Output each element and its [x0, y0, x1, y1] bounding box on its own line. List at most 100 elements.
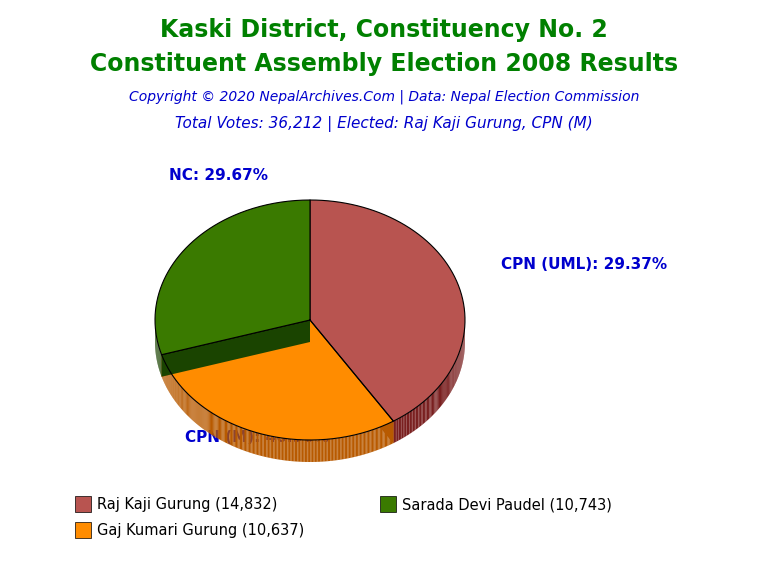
- Polygon shape: [305, 440, 306, 462]
- Polygon shape: [337, 438, 339, 460]
- Polygon shape: [287, 439, 289, 461]
- Polygon shape: [219, 417, 220, 439]
- Polygon shape: [242, 428, 243, 450]
- Polygon shape: [280, 438, 282, 460]
- Polygon shape: [187, 393, 188, 416]
- Text: Sarada Devi Paudel (10,743): Sarada Devi Paudel (10,743): [402, 498, 612, 513]
- Polygon shape: [412, 409, 414, 432]
- Polygon shape: [237, 426, 238, 449]
- Polygon shape: [350, 435, 352, 458]
- Polygon shape: [195, 401, 197, 423]
- Polygon shape: [395, 419, 397, 442]
- Polygon shape: [257, 433, 258, 455]
- Polygon shape: [198, 403, 200, 426]
- Polygon shape: [261, 434, 263, 456]
- Polygon shape: [250, 431, 251, 453]
- Polygon shape: [329, 439, 330, 461]
- Polygon shape: [225, 420, 226, 443]
- Polygon shape: [382, 426, 383, 448]
- Text: Constituent Assembly Election 2008 Results: Constituent Assembly Election 2008 Resul…: [90, 52, 678, 76]
- Polygon shape: [414, 408, 415, 431]
- Polygon shape: [445, 377, 446, 401]
- Polygon shape: [155, 200, 310, 355]
- Polygon shape: [408, 412, 409, 435]
- Polygon shape: [432, 393, 433, 416]
- Polygon shape: [326, 439, 328, 461]
- Polygon shape: [161, 320, 310, 377]
- Polygon shape: [449, 372, 450, 395]
- Polygon shape: [409, 411, 411, 434]
- Polygon shape: [392, 421, 393, 444]
- Polygon shape: [194, 400, 195, 423]
- Text: CPN (UML): 29.37%: CPN (UML): 29.37%: [501, 257, 667, 272]
- Polygon shape: [188, 394, 189, 417]
- Polygon shape: [220, 418, 221, 441]
- Polygon shape: [297, 439, 299, 462]
- Polygon shape: [310, 200, 465, 421]
- Polygon shape: [323, 439, 325, 461]
- Polygon shape: [227, 422, 228, 444]
- Polygon shape: [228, 422, 230, 445]
- Polygon shape: [302, 440, 303, 462]
- Polygon shape: [435, 389, 437, 412]
- Polygon shape: [330, 439, 332, 461]
- Polygon shape: [216, 415, 217, 438]
- Bar: [75, 522, 91, 538]
- Text: Kaski District, Constituency No. 2: Kaski District, Constituency No. 2: [160, 18, 608, 42]
- Polygon shape: [289, 439, 290, 461]
- Polygon shape: [357, 434, 359, 456]
- Polygon shape: [433, 392, 434, 415]
- Polygon shape: [221, 418, 223, 441]
- Polygon shape: [279, 438, 280, 460]
- Polygon shape: [315, 440, 316, 462]
- Polygon shape: [361, 433, 362, 455]
- Polygon shape: [306, 440, 307, 462]
- Polygon shape: [397, 419, 399, 441]
- Polygon shape: [247, 430, 249, 452]
- Polygon shape: [310, 440, 312, 462]
- Polygon shape: [405, 414, 406, 437]
- Polygon shape: [206, 408, 207, 431]
- Polygon shape: [375, 429, 376, 451]
- Polygon shape: [181, 386, 182, 410]
- Polygon shape: [204, 408, 206, 431]
- Polygon shape: [223, 420, 225, 442]
- Polygon shape: [307, 440, 309, 462]
- Polygon shape: [209, 411, 210, 434]
- Polygon shape: [349, 436, 350, 458]
- Polygon shape: [290, 439, 292, 461]
- Polygon shape: [235, 425, 236, 448]
- Polygon shape: [425, 399, 427, 422]
- Polygon shape: [359, 433, 361, 456]
- Polygon shape: [346, 437, 347, 458]
- Polygon shape: [254, 432, 256, 454]
- Polygon shape: [296, 439, 297, 461]
- Polygon shape: [332, 439, 333, 461]
- Polygon shape: [312, 440, 313, 462]
- Polygon shape: [354, 435, 356, 457]
- Polygon shape: [183, 389, 184, 411]
- Polygon shape: [238, 426, 240, 449]
- Polygon shape: [322, 439, 323, 461]
- Polygon shape: [184, 391, 185, 414]
- Polygon shape: [419, 404, 420, 428]
- Polygon shape: [161, 320, 393, 440]
- Polygon shape: [189, 395, 190, 418]
- Polygon shape: [266, 435, 268, 457]
- Polygon shape: [218, 416, 219, 439]
- Polygon shape: [431, 394, 432, 418]
- Polygon shape: [333, 438, 335, 461]
- Polygon shape: [352, 435, 353, 457]
- Polygon shape: [214, 414, 216, 437]
- Polygon shape: [240, 427, 241, 449]
- Polygon shape: [328, 439, 329, 461]
- Polygon shape: [446, 376, 447, 399]
- Polygon shape: [319, 439, 320, 462]
- Polygon shape: [406, 413, 408, 436]
- Polygon shape: [373, 429, 375, 452]
- Polygon shape: [452, 366, 453, 389]
- Polygon shape: [256, 433, 257, 454]
- Polygon shape: [400, 417, 402, 439]
- Polygon shape: [231, 423, 232, 446]
- Polygon shape: [251, 431, 253, 453]
